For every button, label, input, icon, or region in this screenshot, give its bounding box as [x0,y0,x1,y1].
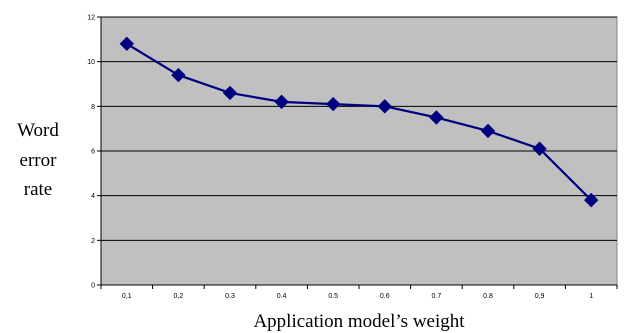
x-tick-label: 1 [589,293,593,300]
gridlines [101,16,617,241]
series-markers [119,36,599,208]
y-tick-label: 2 [91,238,95,245]
y-axis-label-line-2: error [20,150,58,171]
data-point-marker [171,67,186,83]
data-point-marker [222,85,238,101]
data-point-marker [583,192,599,208]
y-tick-label: 0 [91,283,95,290]
x-tick-label: 0.5 [328,293,338,300]
data-point-marker [274,94,289,110]
y-tick-label: 10 [87,59,95,66]
y-tick-label: 8 [91,104,95,111]
y-axis-label-line-1: Word [17,120,59,141]
x-tick-label: 0.3 [225,293,235,300]
x-tick-label: 0.6 [380,293,390,300]
y-tick-label: 4 [91,193,95,200]
data-point-marker [480,123,496,139]
x-axis-label: Application model’s weight [253,311,465,332]
x-tick-label: 0.7 [432,293,442,300]
data-point-marker [532,141,547,156]
y-axis-label-line-3: rate [24,179,52,200]
x-ticks: 0,1 0,2 0.3 0.4 0.5 0.6 0.7 0.8 0,9 1 [100,285,618,300]
x-tick-label: 0.8 [483,293,493,300]
x-tick-label: 0.4 [277,293,287,300]
x-tick-label: 0,1 [122,293,132,300]
x-tick-label: 0,9 [535,293,545,300]
x-tick-label: 0,2 [174,293,184,300]
data-point-marker [429,110,444,125]
series-line [126,42,592,201]
data-point-marker [325,96,341,112]
data-point-marker [377,99,393,114]
y-tick-label: 6 [91,149,95,156]
data-point-marker [119,36,135,52]
y-tick-label: 12 [87,15,95,22]
y-ticks: 0 2 4 6 8 10 12 [87,15,101,290]
